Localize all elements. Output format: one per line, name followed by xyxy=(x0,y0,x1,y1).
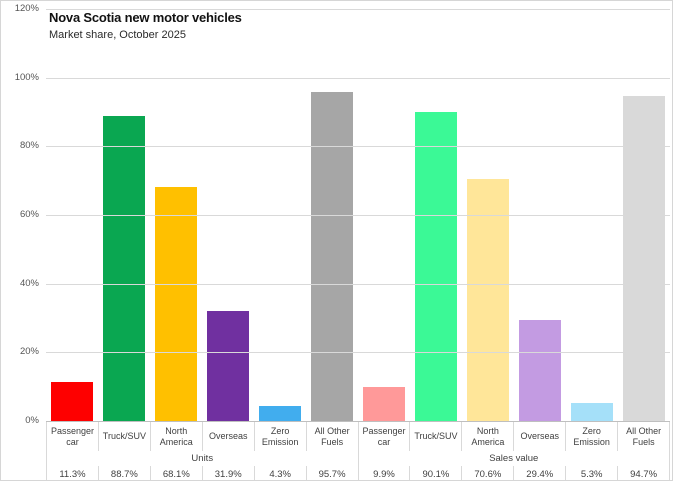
gridline xyxy=(46,352,670,354)
bar-slot xyxy=(98,9,150,421)
y-tick-label: 120% xyxy=(14,3,39,14)
bar-sales-value-all-other-fuels xyxy=(623,95,665,421)
bar-slot xyxy=(410,9,462,421)
value-row: 11.3% 88.7% 68.1% 31.9% 4.3% 95.7% 9.9% 90.1% 70… xyxy=(46,466,671,480)
gridline xyxy=(46,146,670,148)
category-label: Truck/SUV xyxy=(99,422,151,451)
value-label: 4.3% xyxy=(255,466,307,480)
category-label: All Other Fuels xyxy=(307,422,359,451)
bar-units-overseas xyxy=(207,311,249,421)
group-label-row: Units Sales value xyxy=(46,451,670,466)
category-label: North America xyxy=(151,422,203,451)
chart-title: Nova Scotia new motor vehicles xyxy=(49,10,242,25)
bar-sales-value-passenger-car xyxy=(363,387,405,421)
bar-slot xyxy=(618,9,670,421)
value-label: 94.7% xyxy=(618,466,671,480)
bar-slot xyxy=(150,9,202,421)
y-tick-label: 20% xyxy=(19,346,39,358)
y-tick-label: 80% xyxy=(19,140,39,152)
y-tick-label: 100% xyxy=(14,71,39,83)
bar-slot xyxy=(254,9,306,421)
category-label: Passenger car xyxy=(46,422,99,451)
bar-sales-value-north-america xyxy=(467,178,509,421)
title-block: Nova Scotia new motor vehicles Market sh… xyxy=(49,10,242,41)
y-tick-label: 60% xyxy=(19,209,39,220)
bar-sales-value-truck-suv xyxy=(415,111,457,421)
value-label: 68.1% xyxy=(151,466,203,480)
category-label: Passenger car xyxy=(359,422,411,451)
value-label: 70.6% xyxy=(462,466,515,480)
x-axis-table: Passenger car Truck/SUV North America Overs… xyxy=(46,421,671,480)
y-tick-label: 40% xyxy=(19,277,39,289)
bar-slot xyxy=(358,9,410,421)
group-label-units: Units xyxy=(46,451,359,466)
bar-units-truck-suv xyxy=(103,116,145,421)
value-label: 95.7% xyxy=(307,466,359,480)
value-label: 90.1% xyxy=(410,466,463,480)
category-label: Zero Emission xyxy=(566,422,619,451)
bar-units-all-other-fuels xyxy=(311,92,353,421)
bar-units-passenger-car xyxy=(51,382,93,421)
y-axis: 0% 20% 40% 60% 80% 100% 120% xyxy=(1,1,41,480)
gridline xyxy=(46,283,670,285)
bar-slot xyxy=(462,9,514,421)
category-label: Overseas xyxy=(203,422,255,451)
category-label: Zero Emission xyxy=(255,422,307,451)
chart-subtitle: Market share, October 2025 xyxy=(49,29,186,41)
bar-slot xyxy=(46,9,98,421)
value-label: 31.9% xyxy=(203,466,255,480)
category-label: Overseas xyxy=(514,422,567,451)
gridline xyxy=(46,77,670,79)
category-label: Truck/SUV xyxy=(410,422,463,451)
gridline xyxy=(46,215,670,216)
plot-area xyxy=(46,9,670,421)
bar-slot xyxy=(202,9,254,421)
value-label: 29.4% xyxy=(514,466,567,480)
category-label: All Other Fuels xyxy=(618,422,671,451)
category-label: North America xyxy=(462,422,515,451)
bar-slot xyxy=(566,9,618,421)
category-label-row: Passenger car Truck/SUV North America Overs… xyxy=(46,421,671,451)
value-label: 5.3% xyxy=(566,466,619,480)
value-label: 11.3% xyxy=(46,466,99,480)
group-label-sales-value: Sales value xyxy=(359,451,670,466)
bar-slot xyxy=(514,9,566,421)
bar-units-zero-emission xyxy=(259,406,301,421)
bar-sales-value-zero-emission xyxy=(571,402,613,421)
bar-units-north-america xyxy=(155,187,197,421)
value-label: 88.7% xyxy=(99,466,151,480)
value-label: 9.9% xyxy=(359,466,411,480)
y-tick-label: 0% xyxy=(25,415,39,426)
bar-sales-value-overseas xyxy=(519,320,561,421)
gridline xyxy=(46,9,670,10)
